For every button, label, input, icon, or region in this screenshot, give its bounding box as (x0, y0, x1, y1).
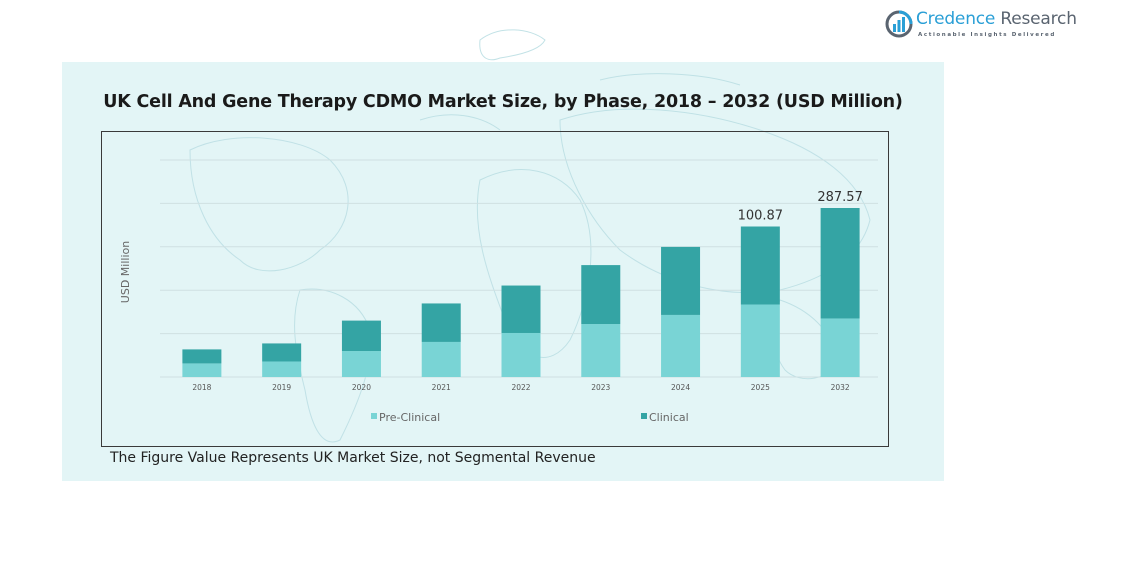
bar-clinical-2025 (740, 226, 780, 305)
logo-chart-icon (885, 10, 913, 38)
x-tick-label: 2019 (272, 383, 291, 392)
bar-pre-clinical-2021 (421, 341, 461, 377)
brand-name: Credence Research (916, 9, 1077, 29)
bar-clinical-2022 (501, 285, 541, 333)
legend-label: Pre-Clinical (379, 411, 440, 424)
bar-pre-clinical-2022 (501, 332, 541, 377)
bar-clinical-2020 (341, 320, 381, 352)
brand-name-part1: Credence (916, 9, 996, 29)
x-tick-label: 2018 (192, 383, 211, 392)
chart-frame (101, 131, 889, 447)
data-label: 287.57 (817, 190, 863, 205)
x-tick-label: 2024 (671, 383, 690, 392)
chart-title: UK Cell And Gene Therapy CDMO Market Siz… (103, 92, 903, 112)
brand-tagline: Actionable Insights Delivered (918, 32, 1056, 38)
bar-clinical-2018 (182, 349, 222, 364)
legend-swatch-pre-clinical (371, 413, 377, 419)
bar-pre-clinical-2018 (182, 363, 222, 377)
bar-pre-clinical-2032 (820, 318, 860, 377)
x-tick-label: 2032 (831, 383, 850, 392)
bar-clinical-2023 (581, 265, 621, 325)
bar-clinical-2019 (262, 343, 302, 362)
bar-clinical-2032 (820, 208, 860, 319)
x-tick-label: 2023 (591, 383, 610, 392)
footnote: The Figure Value Represents UK Market Si… (110, 450, 596, 466)
data-label: 100.87 (738, 209, 784, 224)
bar-pre-clinical-2023 (581, 324, 621, 377)
bar-clinical-2024 (661, 246, 701, 315)
bar-pre-clinical-2024 (661, 314, 701, 377)
bar-clinical-2021 (421, 303, 461, 342)
bar-pre-clinical-2019 (262, 361, 302, 377)
x-tick-label: 2025 (751, 383, 770, 392)
legend-label: Clinical (649, 411, 689, 424)
bar-pre-clinical-2020 (341, 351, 381, 377)
x-tick-label: 2022 (511, 383, 530, 392)
x-tick-label: 2021 (432, 383, 451, 392)
legend-swatch-clinical (641, 413, 647, 419)
y-axis-label: USD Million (119, 241, 132, 303)
bar-pre-clinical-2025 (740, 304, 780, 377)
brand-logo: Credence Research Actionable Insights De… (885, 8, 1077, 42)
legend: Pre-Clinical Clinical (371, 411, 689, 424)
brand-name-part2: Research (995, 9, 1077, 29)
x-tick-label: 2020 (352, 383, 371, 392)
